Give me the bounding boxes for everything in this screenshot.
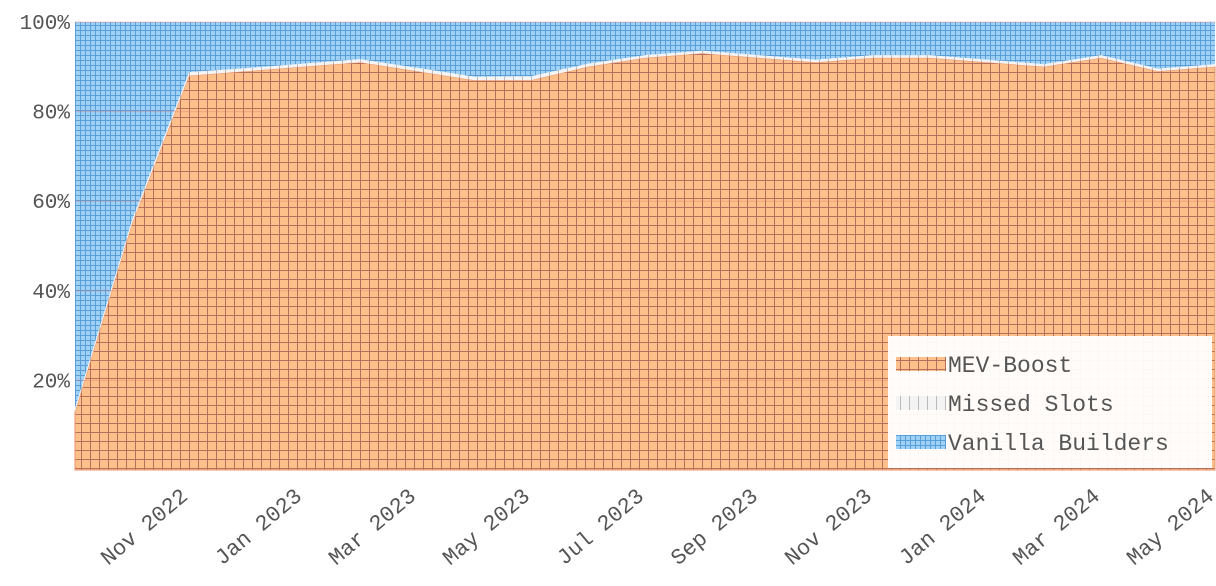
x-tick-label: May 2023 <box>439 484 536 571</box>
x-tick-label: Nov 2022 <box>97 484 194 571</box>
x-tick-label: May 2024 <box>1123 484 1216 571</box>
x-tick-label: Mar 2024 <box>1009 484 1106 571</box>
x-tick-label: Sep 2023 <box>667 484 764 571</box>
y-tick-label: 80% <box>32 103 70 126</box>
legend-label: MEV-Boost <box>948 353 1072 379</box>
legend-label: Missed Slots <box>948 392 1114 418</box>
y-tick-label: 20% <box>32 371 70 394</box>
y-tick-label: 60% <box>32 192 70 215</box>
x-tick-label: Jul 2023 <box>553 484 650 571</box>
y-tick-label: 40% <box>32 282 70 305</box>
x-tick-label: Mar 2023 <box>325 484 422 571</box>
y-tick-label: 100% <box>20 13 71 36</box>
x-tick-label: Nov 2023 <box>781 484 878 571</box>
legend: MEV-Boost Missed Slots Vanilla Builders <box>888 336 1212 468</box>
legend-swatch <box>896 435 946 449</box>
x-tick-label: Jan 2023 <box>211 484 308 571</box>
x-tick-label: Jan 2024 <box>895 484 992 571</box>
legend-swatch <box>896 396 946 410</box>
area <box>75 22 1215 409</box>
legend-label: Vanilla Builders <box>948 431 1169 457</box>
legend-swatch <box>896 357 946 371</box>
